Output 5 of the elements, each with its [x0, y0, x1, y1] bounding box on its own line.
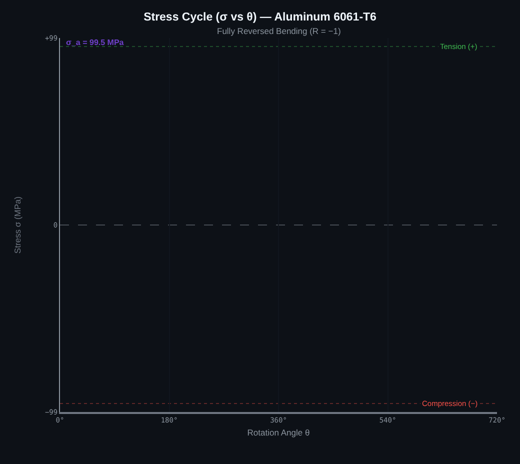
x-axis-title: Rotation Angle θ: [247, 427, 310, 438]
chart-subtitle: Fully Reversed Bending (R = −1): [217, 26, 341, 36]
chart-title: Stress Cycle (σ vs θ) — Aluminum 6061-T6: [144, 12, 376, 24]
y-axis-title: Stress σ (MPa): [12, 196, 22, 254]
annotation: σ_a = 99.5 MPa: [66, 38, 124, 47]
